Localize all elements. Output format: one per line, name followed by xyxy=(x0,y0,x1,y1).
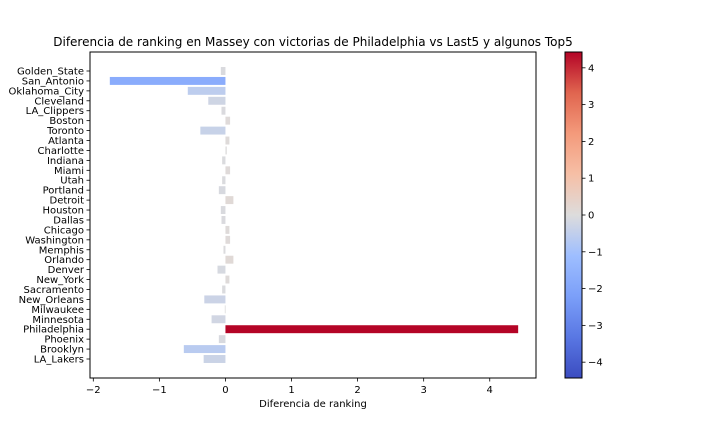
bar-utah xyxy=(222,176,226,185)
bar-dallas xyxy=(221,215,226,224)
y-tick-label: Houston xyxy=(42,206,84,217)
bar-la-clippers xyxy=(221,106,226,115)
y-tick-label: Golden_State xyxy=(17,67,84,78)
colorbar: −4 −3 −2 −1 0 1 2 3 4 xyxy=(564,51,603,379)
y-tick-label: Washington xyxy=(25,235,84,246)
bar-indiana xyxy=(222,156,226,165)
colorbar-gradient xyxy=(564,51,583,379)
y-axis: Golden_StateSan_AntonioOklahoma_CityClev… xyxy=(9,67,90,366)
bar-cleveland xyxy=(208,96,226,105)
y-tick-label: New_Orleans xyxy=(19,295,84,306)
bar-new-orleans xyxy=(204,295,226,304)
y-tick-label: Miami xyxy=(54,166,84,177)
bars-layer xyxy=(109,67,519,363)
bar-oklahoma-city xyxy=(187,86,226,95)
bar-philadelphia xyxy=(225,325,519,334)
bar-sacramento xyxy=(222,285,226,294)
x-tick-label: −1 xyxy=(152,385,167,396)
bar-portland xyxy=(218,186,226,195)
y-tick-label: Utah xyxy=(60,176,84,187)
bar-toronto xyxy=(200,126,226,135)
bar-brooklyn xyxy=(183,345,226,354)
x-axis-label: Diferencia de ranking xyxy=(259,399,367,410)
bar-boston xyxy=(225,116,231,125)
x-axis: −2 −1 0 1 2 3 4 xyxy=(86,378,493,396)
y-tick-label: Minnesota xyxy=(32,315,84,326)
y-tick-label: Philadelphia xyxy=(23,325,84,336)
y-tick-label: Phoenix xyxy=(44,335,84,346)
x-tick-label: −2 xyxy=(86,385,101,396)
colorbar-ticks: −4 −3 −2 −1 0 1 2 3 4 xyxy=(582,63,603,369)
bar-orlando xyxy=(225,255,234,264)
bar-houston xyxy=(220,206,226,215)
y-tick-label: Portland xyxy=(43,186,84,197)
y-tick-label: Denver xyxy=(48,265,85,276)
y-tick-label: Charlotte xyxy=(38,146,84,157)
y-tick-label: Toronto xyxy=(46,126,84,137)
bar-phoenix xyxy=(218,335,226,344)
bar-denver xyxy=(217,265,226,274)
bar-memphis xyxy=(223,245,226,254)
colorbar-tick-label: −1 xyxy=(588,247,603,258)
bar-la-lakers xyxy=(203,355,226,363)
y-tick-label: Orlando xyxy=(44,255,84,266)
plot-frame xyxy=(89,51,537,379)
bar-detroit xyxy=(225,196,234,205)
y-tick-label: Detroit xyxy=(50,196,85,207)
colorbar-tick-label: −3 xyxy=(588,321,603,332)
x-tick-label: 0 xyxy=(222,385,228,396)
y-tick-label: Indiana xyxy=(47,156,84,167)
bar-chicago xyxy=(225,225,230,234)
bar-minnesota xyxy=(211,315,226,324)
y-tick-label: Chicago xyxy=(44,225,84,236)
colorbar-tick-label: 4 xyxy=(588,63,594,74)
y-tick-label: Milwaukee xyxy=(31,305,84,316)
colorbar-tick-label: −4 xyxy=(588,358,603,369)
y-tick-label: New_York xyxy=(36,275,84,286)
colorbar-tick-label: 1 xyxy=(588,174,594,185)
y-tick-label: Memphis xyxy=(39,245,84,256)
bar-atlanta xyxy=(225,136,230,145)
bar-san-antonio xyxy=(109,76,226,85)
bar-milwaukee xyxy=(224,305,226,314)
colorbar-tick-label: 0 xyxy=(588,211,594,222)
x-tick-label: 2 xyxy=(354,385,360,396)
bar-new-york xyxy=(225,275,230,284)
y-tick-label: Cleveland xyxy=(34,96,84,107)
x-tick-label: 3 xyxy=(420,385,426,396)
bar-golden-state xyxy=(220,67,226,75)
bar-charlotte xyxy=(225,146,227,155)
y-tick-label: Boston xyxy=(49,116,84,127)
y-tick-label: Brooklyn xyxy=(40,345,84,356)
colorbar-tick-label: 2 xyxy=(588,137,594,148)
y-tick-label: Sacramento xyxy=(24,285,84,296)
bar-washington xyxy=(225,235,231,244)
y-tick-label: LA_Clippers xyxy=(26,106,84,117)
colorbar-tick-label: 3 xyxy=(588,100,594,111)
y-tick-label: Oklahoma_City xyxy=(9,86,85,97)
y-tick-label: Atlanta xyxy=(48,136,84,147)
bar-miami xyxy=(225,166,231,175)
chart-title: Diferencia de ranking en Massey con vict… xyxy=(53,35,572,49)
x-tick-label: 4 xyxy=(487,385,493,396)
x-tick-label: 1 xyxy=(288,385,294,396)
colorbar-tick-label: −2 xyxy=(588,284,603,295)
y-tick-label: LA_Lakers xyxy=(34,355,84,366)
y-tick-label: San_Antonio xyxy=(22,76,84,87)
y-tick-label: Dallas xyxy=(53,215,84,226)
